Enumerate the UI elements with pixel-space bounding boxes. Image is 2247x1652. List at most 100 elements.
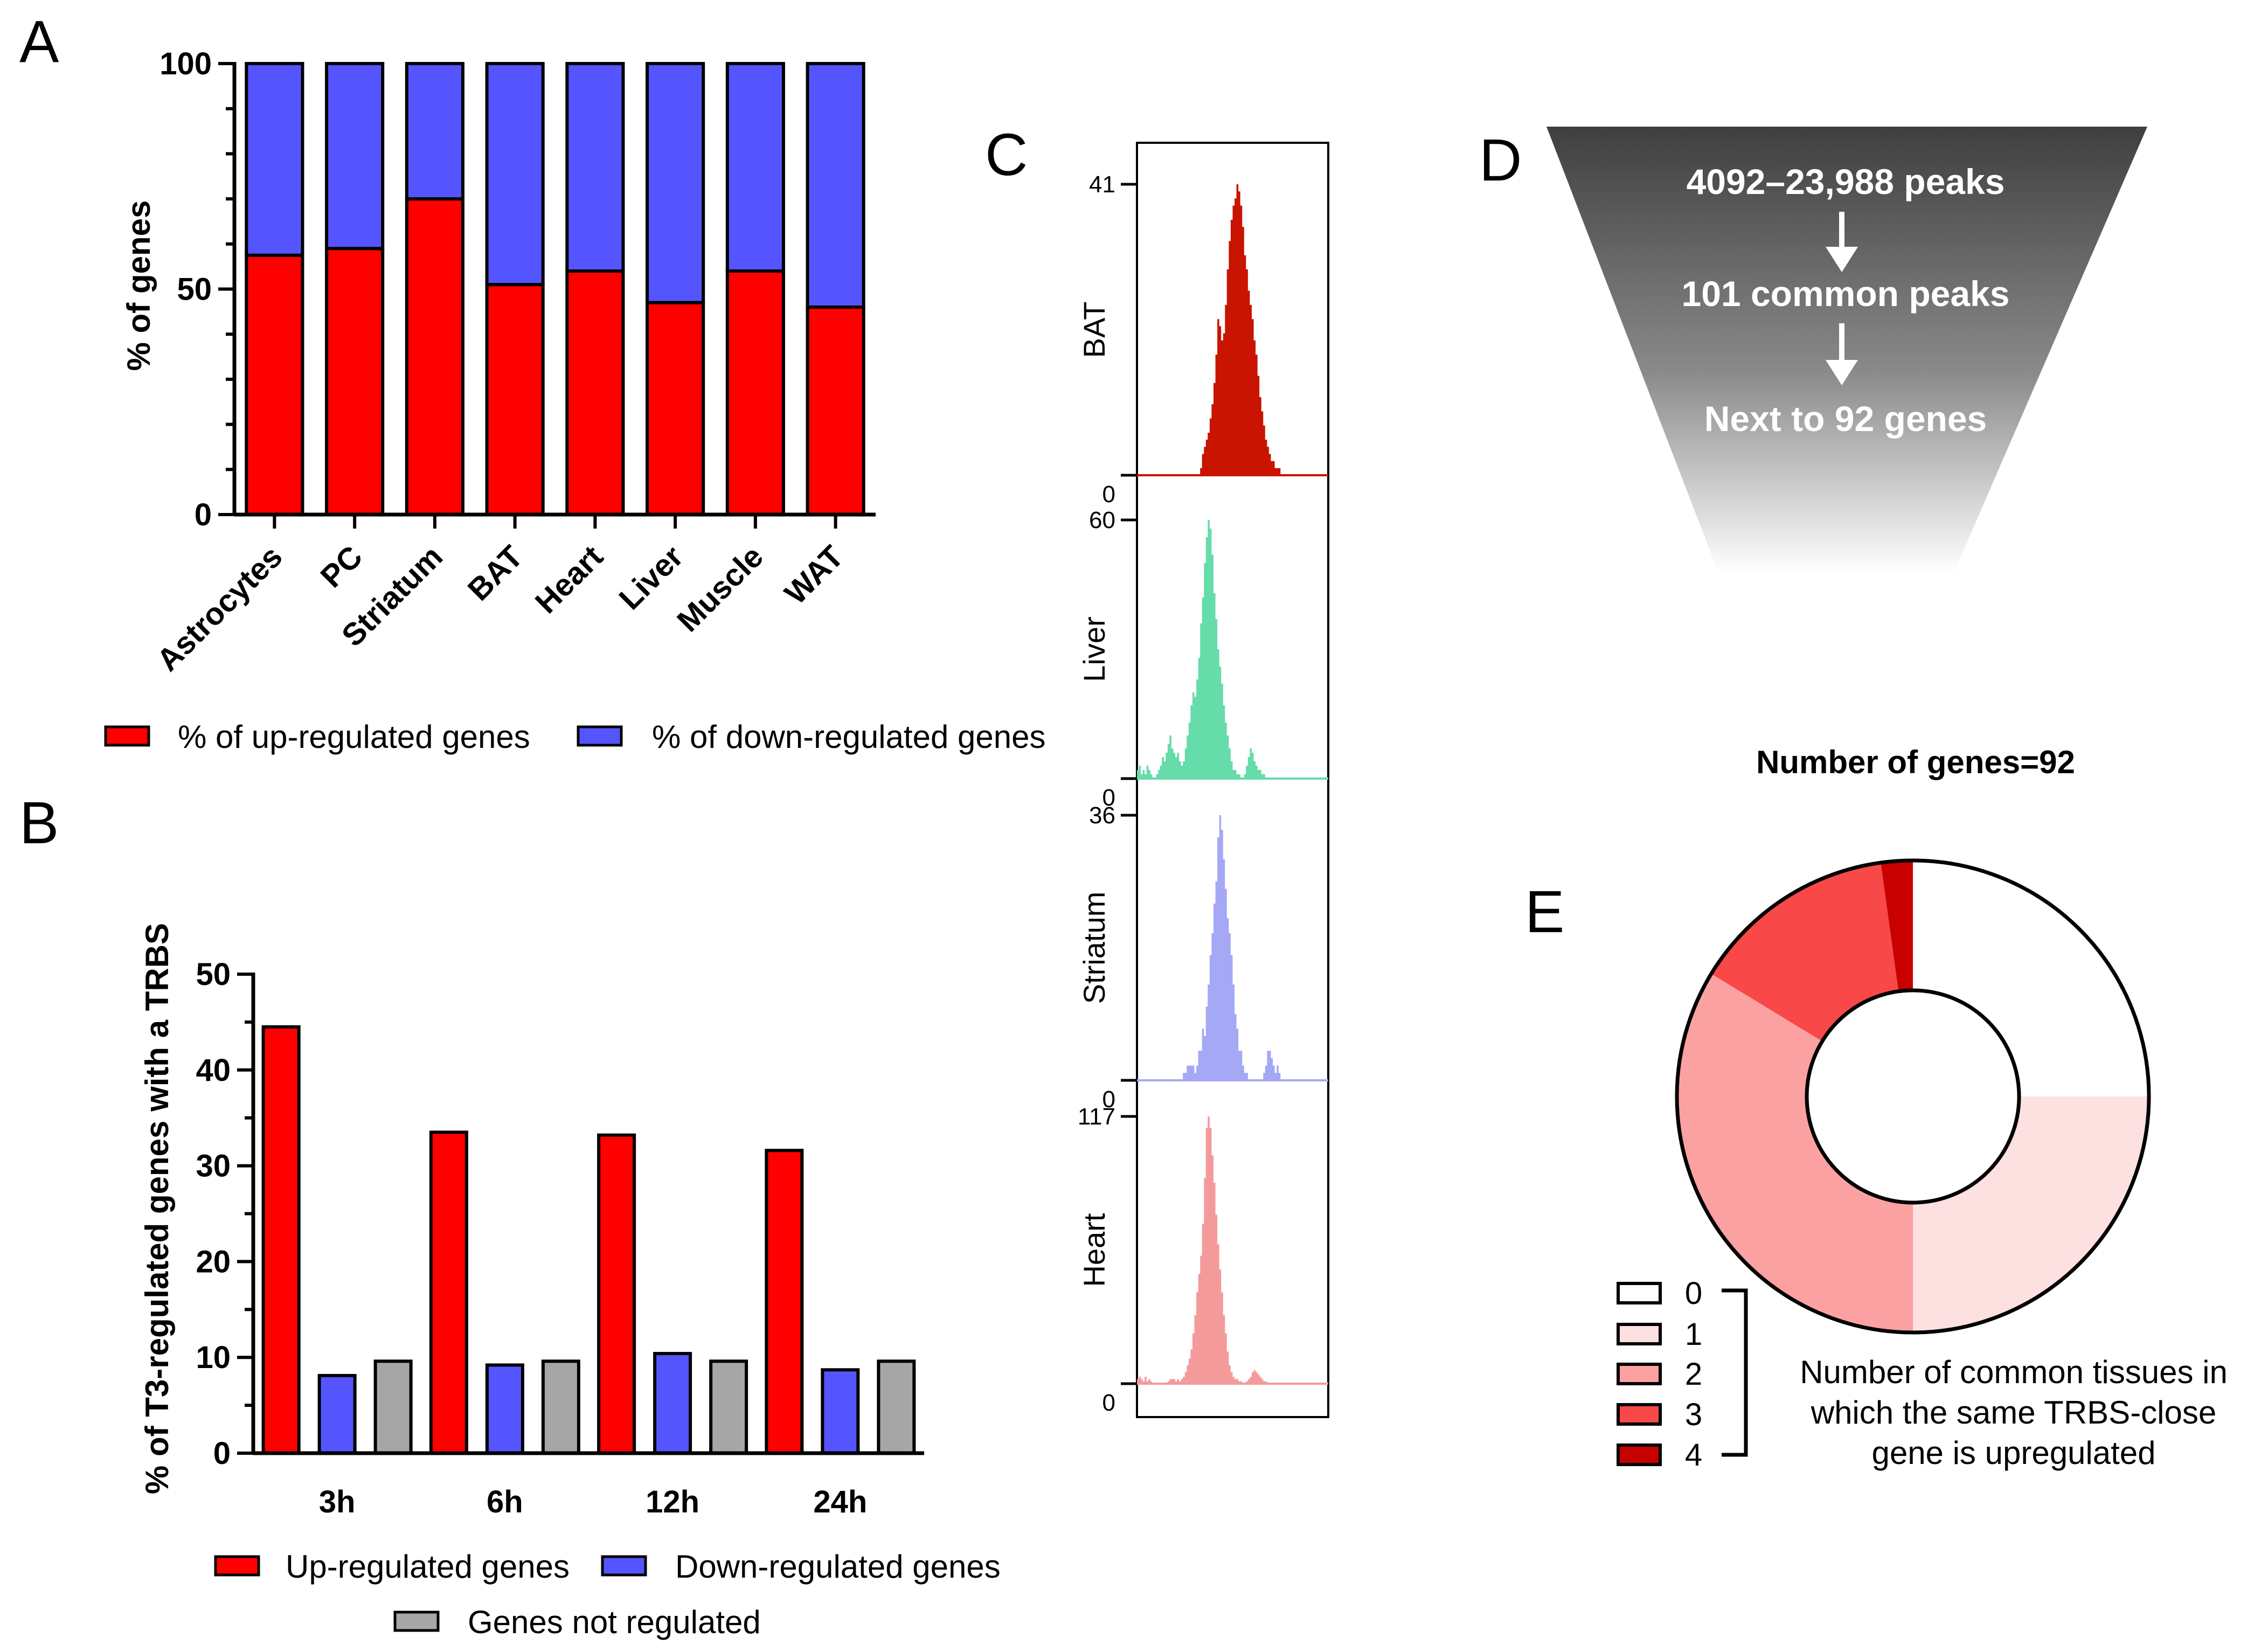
track-min-label: 0: [1102, 785, 1115, 811]
panel-letter-d: D: [1479, 127, 1522, 193]
donut-slice-0: [1913, 860, 2149, 1096]
x-tick-label: PC: [314, 539, 369, 594]
bar-down-24h: [821, 1368, 860, 1455]
legend-swatch-2: [1617, 1363, 1662, 1385]
y-tick-label: 40: [196, 1053, 231, 1088]
legend-swatch-down: [577, 725, 623, 747]
track-max-label: 41: [1089, 171, 1115, 198]
y-tick-label: 50: [196, 957, 231, 992]
panel-e-title: Number of genes=92: [1756, 744, 2075, 780]
track-name-heart: Heart: [1077, 1213, 1111, 1287]
legend-label-b-down: Down-regulated genes: [675, 1549, 1001, 1585]
donut-slice-3: [1711, 863, 1899, 1042]
legend-note-line-1: Number of common tissues in: [1800, 1354, 2228, 1390]
y-tick-label: 50: [177, 272, 212, 307]
panel-letter-b: B: [19, 790, 59, 856]
bar-notreg-6h: [541, 1359, 580, 1455]
bar-down-heart: [565, 62, 625, 273]
track-max-label: 60: [1089, 507, 1115, 533]
bar-down-astrocytes: [245, 62, 304, 257]
legend-label-up: % of up-regulated genes: [178, 719, 530, 755]
bar-down-wat: [806, 62, 865, 309]
x-tick-label: 24h: [813, 1484, 867, 1519]
x-tick-label: Astrocytes: [150, 539, 289, 678]
track-name-bat: BAT: [1077, 302, 1111, 358]
bar-up-3h: [261, 1025, 301, 1455]
panel-letter-c: C: [985, 122, 1028, 188]
panel-d-funnel: 4092–23,988 peaks 101 common peaks Next …: [1546, 127, 2147, 574]
donut-slice-2: [1677, 974, 1913, 1332]
y-tick-label: 30: [196, 1149, 231, 1184]
y-tick-label: 0: [195, 497, 212, 532]
x-tick-label: 3h: [319, 1484, 356, 1519]
bar-up-bat: [485, 283, 545, 516]
panel-a-legend: % of up-regulated genes % of down-regula…: [104, 719, 1046, 755]
donut-slice-4: [1881, 860, 1913, 991]
panel-e-slices: [1675, 858, 2151, 1335]
panel-b-ylabel: % of T3-regulated genes with a TRBS: [139, 923, 175, 1494]
donut-inner-ring: [1805, 988, 2021, 1205]
bar-down-striatum: [405, 62, 464, 201]
legend-swatch-4: [1617, 1443, 1662, 1466]
bar-down-muscle: [725, 62, 785, 273]
bar-up-heart: [565, 269, 625, 516]
bar-down-6h: [485, 1363, 524, 1455]
bar-down-12h: [653, 1352, 692, 1455]
legend-note-line-3: gene is upregulated: [1871, 1435, 2155, 1471]
track-max-label: 36: [1089, 802, 1115, 829]
funnel-line-3: Next to 92 genes: [1704, 399, 1987, 439]
legend-bracket: [1722, 1288, 1748, 1457]
panel-b-legend: Up-regulated genes Down-regulated genes …: [214, 1549, 1001, 1640]
bar-up-muscle: [725, 269, 785, 516]
y-tick-label: 0: [213, 1436, 231, 1471]
bar-notreg-3h: [373, 1359, 413, 1455]
panel-b-bars: [261, 1025, 916, 1455]
panel-letter-e: E: [1525, 879, 1564, 945]
legend-swatch-3: [1617, 1403, 1662, 1426]
bar-notreg-12h: [709, 1359, 748, 1455]
legend-swatch-b-notreg: [393, 1611, 440, 1632]
funnel-line-2: 101 common peaks: [1682, 274, 2010, 314]
panel-b-axes: 3h 6h 12h 24h 0 10 20 30 40 50: [196, 957, 924, 1519]
bar-up-astrocytes: [245, 253, 304, 516]
y-tick-label: 20: [196, 1244, 231, 1279]
x-tick-label: 6h: [487, 1484, 523, 1519]
x-tick-label: 12h: [646, 1484, 699, 1519]
funnel-line-1: 4092–23,988 peaks: [1687, 162, 2005, 202]
x-tick-label: BAT: [461, 539, 530, 607]
bar-notreg-24h: [877, 1359, 916, 1455]
legend-label-1: 1: [1685, 1317, 1702, 1352]
x-tick-label: Muscle: [670, 539, 770, 638]
y-tick-label: 10: [196, 1340, 231, 1375]
legend-swatch-1: [1617, 1323, 1662, 1345]
legend-swatch-b-down: [601, 1555, 647, 1577]
track-area-heart: [1137, 1116, 1328, 1384]
panel-e-legend: 0 1 2 3 4: [1617, 1276, 1702, 1473]
bar-down-pc: [325, 62, 385, 251]
track-min-label: 0: [1102, 1390, 1115, 1416]
panel-a-bars: [245, 62, 865, 517]
legend-label-2: 2: [1685, 1357, 1702, 1392]
x-tick-label: Heart: [529, 539, 610, 620]
panel-letter-a: A: [19, 9, 59, 75]
funnel-shape: [1546, 127, 2147, 574]
track-area-striatum: [1137, 815, 1328, 1080]
panel-b-grouped-bar-chart: 3h 6h 12h 24h 0 10 20 30 40 50 % of T3-regulated …: [139, 923, 1001, 1640]
legend-swatch-0: [1617, 1282, 1662, 1304]
y-tick-label: 100: [159, 46, 212, 81]
legend-label-0: 0: [1685, 1276, 1702, 1311]
bar-up-12h: [597, 1133, 636, 1455]
funnel-arrow-2: [1826, 323, 1858, 385]
legend-swatch-b-up: [214, 1555, 260, 1577]
bar-up-24h: [765, 1149, 804, 1455]
legend-label-down: % of down-regulated genes: [652, 719, 1046, 755]
bar-down-bat: [485, 62, 545, 287]
panel-a-ylabel: % of genes: [121, 200, 157, 371]
bar-up-striatum: [405, 197, 464, 517]
x-tick-label: Liver: [612, 539, 690, 616]
legend-label-b-notreg: Genes not regulated: [468, 1604, 761, 1640]
track-min-label: 0: [1102, 1086, 1115, 1113]
